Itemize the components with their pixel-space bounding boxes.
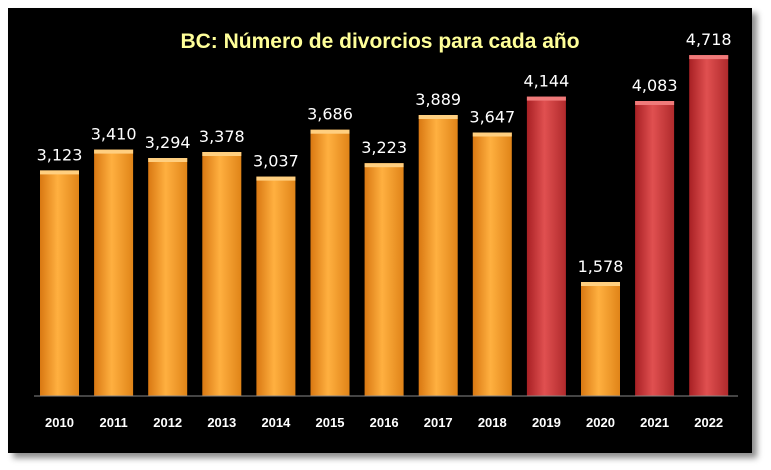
x-tick-2011: 2011: [99, 415, 127, 430]
x-tick-2012: 2012: [153, 415, 182, 430]
bar-cap-2013: [202, 152, 242, 156]
bar-2022: [689, 55, 729, 396]
bar-cap-2012: [148, 158, 188, 162]
bar-2012: [148, 158, 188, 396]
x-tick-2010: 2010: [45, 415, 74, 430]
bar-cap-2015: [310, 129, 350, 134]
x-tick-2017: 2017: [424, 415, 453, 430]
data-label-2022: 4,718: [686, 30, 732, 49]
bar-2019: [526, 96, 566, 396]
bar-cap-2016: [364, 163, 404, 168]
data-label-2019: 4,144: [523, 72, 569, 91]
bar-2014: [256, 176, 296, 396]
x-tick-2013: 2013: [207, 415, 236, 430]
bar-2021: [635, 101, 675, 396]
data-label-2015: 3,686: [307, 105, 353, 124]
bar-2017: [418, 115, 458, 396]
bar-cap-2018: [472, 132, 512, 137]
data-label-2016: 3,223: [361, 138, 407, 157]
bar-2010: [40, 170, 79, 396]
x-tick-2020: 2020: [586, 415, 615, 430]
chart-panel: BC: Número de divorcios para cada año 3,…: [8, 8, 752, 453]
bar-2013: [202, 152, 242, 396]
bar-cap-2022: [689, 55, 729, 60]
x-tick-2014: 2014: [261, 415, 291, 430]
data-label-2020: 1,578: [578, 257, 624, 276]
chart-title: BC: Número de divorcios para cada año: [180, 30, 580, 53]
data-label-2011: 3,410: [91, 125, 137, 144]
bar-cap-2019: [526, 96, 566, 101]
bar-chart: 3,123 2010 3,410 2011 3,294 2012 3,378 2013 3,03…: [34, 30, 738, 430]
x-tick-2015: 2015: [316, 415, 345, 430]
x-tick-2019: 2019: [532, 415, 561, 430]
bar-2015: [310, 129, 350, 396]
data-label-2010: 3,123: [37, 145, 83, 164]
bar-cap-2017: [418, 115, 458, 119]
bar-cap-2020: [581, 282, 620, 286]
data-label-2018: 3,647: [469, 108, 515, 127]
bar-cap-2010: [40, 170, 79, 175]
x-tick-2021: 2021: [640, 415, 669, 430]
bar-cap-2014: [256, 176, 296, 181]
data-label-2014: 3,037: [253, 152, 299, 171]
bar-cap-2021: [635, 101, 675, 105]
data-label-2012: 3,294: [145, 133, 191, 152]
bar-2011: [94, 149, 134, 396]
bar-2018: [472, 132, 512, 396]
x-tick-2022: 2022: [694, 415, 723, 430]
data-label-2017: 3,889: [415, 90, 461, 109]
data-label-2013: 3,378: [199, 127, 245, 146]
x-tick-2016: 2016: [370, 415, 399, 430]
bar-cap-2011: [94, 149, 134, 154]
bar-2020: [581, 282, 620, 396]
bar-2016: [364, 163, 404, 396]
data-label-2021: 4,083: [632, 76, 678, 95]
x-tick-2018: 2018: [478, 415, 507, 430]
